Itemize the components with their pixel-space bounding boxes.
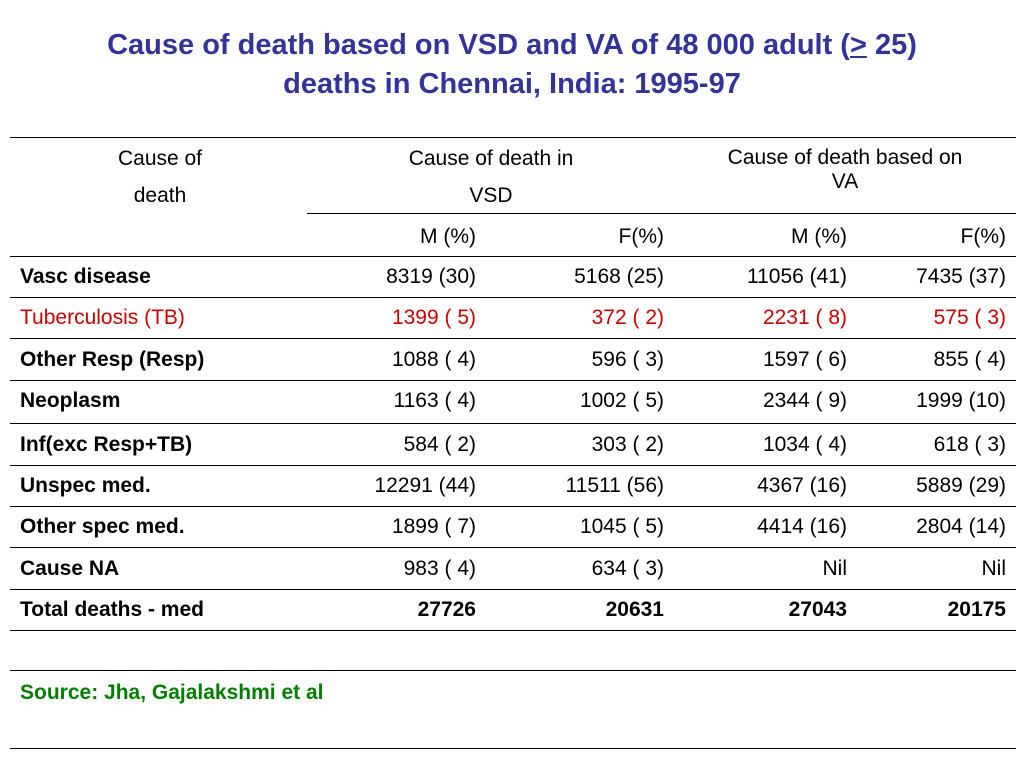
row-rule <box>10 589 1016 590</box>
table-row-highlight: Tuberculosis (TB) 1399 ( 5) 372 ( 2) 223… <box>0 305 1024 331</box>
row-vsd-f: 11511 (56) <box>565 474 664 497</box>
row-cause: Other spec med. <box>20 515 185 538</box>
row-cause: Vasc disease <box>20 265 151 288</box>
subheader-va-f: F(%) <box>960 225 1007 248</box>
row-va-f: 1999 (10) <box>916 389 1006 412</box>
row-va-m: 2231 ( 8) <box>762 306 847 329</box>
row-vsd-m: 8319 (30) <box>386 265 476 288</box>
row-cause: Inf(exc Resp+TB) <box>20 433 193 456</box>
row-vsd-f: 1045 ( 5) <box>579 515 664 538</box>
row-rule <box>10 423 1016 424</box>
slide-title: Cause of death based on VSD and VA of 48… <box>0 26 1024 104</box>
header-va: Cause of death based on VA <box>727 146 963 193</box>
table-row: Cause NA 983 ( 4) 634 ( 3) Nil Nil <box>0 556 1024 582</box>
row-va-f: 5889 (29) <box>916 474 1006 497</box>
row-va-f: 20175 <box>947 598 1006 621</box>
row-cause: Other Resp (Resp) <box>20 348 205 371</box>
table-row: Neoplasm 1163 ( 4) 1002 ( 5) 2344 ( 9) 1… <box>0 388 1024 414</box>
row-va-m: 27043 <box>788 598 847 621</box>
table-row: Other spec med. 1899 ( 7) 1045 ( 5) 4414… <box>0 514 1024 540</box>
subheader-va-m: M (%) <box>791 225 847 248</box>
row-va-m: 1597 ( 6) <box>762 348 847 371</box>
table-row-total: Total deaths - med 27726 20631 27043 201… <box>0 597 1024 623</box>
row-rule <box>10 380 1016 381</box>
header-vsd: Cause of death in VSD <box>408 147 574 207</box>
source-bottom-rule <box>10 748 1016 749</box>
header-cause: Cause of death <box>117 147 203 207</box>
row-rule <box>10 297 1016 298</box>
subheader-vsd-f: F(%) <box>618 225 665 248</box>
row-vsd-f: 372 ( 2) <box>591 306 664 329</box>
row-vsd-f: 5168 (25) <box>574 265 664 288</box>
row-rule <box>10 338 1016 339</box>
row-vsd-m: 584 ( 2) <box>403 433 476 456</box>
source-top-rule <box>10 670 1016 671</box>
row-vsd-m: 1899 ( 7) <box>391 515 476 538</box>
row-va-m: 1034 ( 4) <box>762 433 847 456</box>
row-vsd-m: 983 ( 4) <box>403 557 476 580</box>
table-row: Unspec med. 12291 (44) 11511 (56) 4367 (… <box>0 473 1024 499</box>
row-cause: Unspec med. <box>20 474 151 497</box>
row-va-f: Nil <box>981 557 1007 580</box>
row-va-f: 618 ( 3) <box>933 433 1006 456</box>
title-line-1: Cause of death based on VSD and VA of 48… <box>107 29 917 61</box>
row-vsd-m: 1399 ( 5) <box>391 306 476 329</box>
header-bottom-rule <box>10 256 1016 257</box>
row-vsd-m: 12291 (44) <box>374 474 476 497</box>
row-vsd-f: 303 ( 2) <box>591 433 664 456</box>
row-va-f: 855 ( 4) <box>933 348 1006 371</box>
row-vsd-m: 1088 ( 4) <box>391 348 476 371</box>
row-va-m: 4414 (16) <box>757 515 847 538</box>
row-va-m: 2344 ( 9) <box>762 389 847 412</box>
row-vsd-f: 596 ( 3) <box>591 348 664 371</box>
source-citation: Source: Jha, Gajalakshmi et al <box>20 681 324 704</box>
greater-equal-symbol: > <box>849 29 867 61</box>
row-va-m: Nil <box>822 557 848 580</box>
table-row: Vasc disease 8319 (30) 5168 (25) 11056 (… <box>0 264 1024 290</box>
row-va-m: 11056 (41) <box>746 265 847 288</box>
row-va-m: 4367 (16) <box>757 474 847 497</box>
table-row: Other Resp (Resp) 1088 ( 4) 596 ( 3) 159… <box>0 347 1024 373</box>
subheader-vsd-m: M (%) <box>420 225 476 248</box>
row-cause: Total deaths - med <box>20 598 204 621</box>
table-row: Inf(exc Resp+TB) 584 ( 2) 303 ( 2) 1034 … <box>0 432 1024 458</box>
row-vsd-f: 634 ( 3) <box>591 557 664 580</box>
row-vsd-f: 20631 <box>605 598 664 621</box>
row-va-f: 575 ( 3) <box>933 306 1006 329</box>
title-line-2: deaths in Chennai, India: 1995-97 <box>283 68 741 100</box>
row-vsd-m: 27726 <box>417 598 476 621</box>
row-cause: Neoplasm <box>20 389 121 412</box>
row-va-f: 7435 (37) <box>916 265 1006 288</box>
table-bottom-rule <box>10 630 1016 631</box>
row-vsd-m: 1163 ( 4) <box>393 389 477 412</box>
row-rule <box>10 506 1016 507</box>
row-cause: Tuberculosis (TB) <box>20 306 185 329</box>
row-rule <box>10 465 1016 466</box>
row-va-f: 2804 (14) <box>916 515 1006 538</box>
row-vsd-f: 1002 ( 5) <box>579 389 664 412</box>
row-cause: Cause NA <box>20 557 120 580</box>
row-rule <box>10 547 1016 548</box>
header-group-rule <box>307 213 1016 214</box>
table-top-rule <box>10 137 1016 138</box>
